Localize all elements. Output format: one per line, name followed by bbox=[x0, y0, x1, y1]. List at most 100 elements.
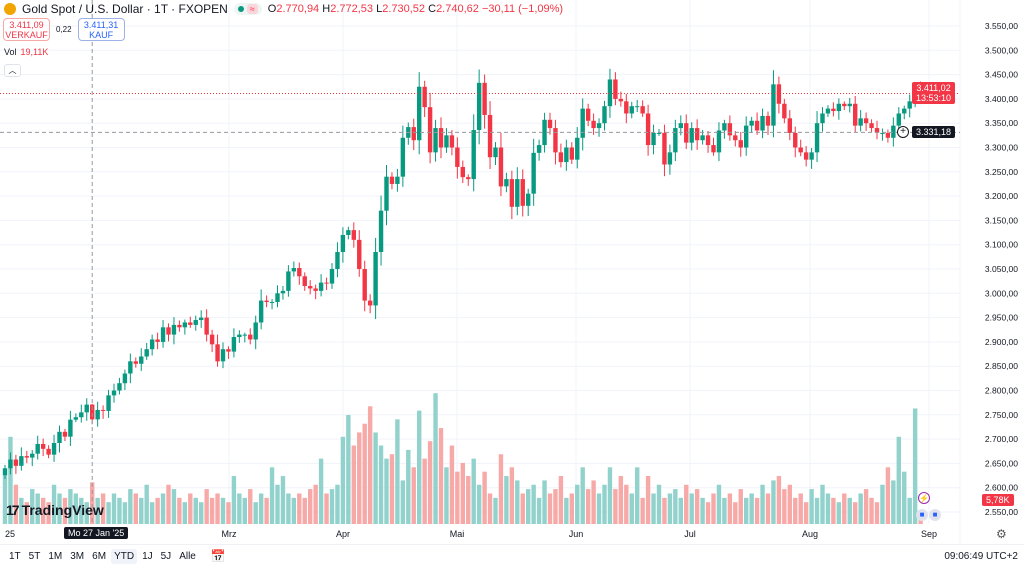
candle-body bbox=[433, 128, 438, 153]
volume-bar bbox=[542, 480, 547, 524]
plus-icon[interactable]: + bbox=[897, 126, 909, 138]
volume-bar bbox=[694, 489, 700, 524]
volume-bar bbox=[346, 415, 351, 524]
time-tick-label: Jul bbox=[684, 529, 696, 539]
us-flag-event-icon[interactable]: ■ bbox=[916, 509, 928, 521]
candle-body bbox=[111, 390, 117, 396]
candle bbox=[493, 142, 498, 165]
candle-body bbox=[357, 239, 362, 269]
candle-body bbox=[367, 300, 373, 306]
symbol-title[interactable]: Gold Spot / U.S. Dollar · 1T · FXOPEN bbox=[22, 2, 228, 16]
candle-body bbox=[536, 145, 542, 153]
candle bbox=[613, 72, 618, 106]
candle bbox=[313, 284, 318, 300]
volume-bar bbox=[760, 484, 765, 524]
lightning-event-icon[interactable]: ⚡ bbox=[918, 492, 930, 504]
range-Alle[interactable]: Alle bbox=[179, 550, 196, 562]
candle bbox=[547, 112, 553, 135]
range-YTD[interactable]: YTD bbox=[111, 548, 138, 564]
candle bbox=[433, 119, 438, 162]
candle-body bbox=[308, 286, 313, 289]
range-1M[interactable]: 1M bbox=[48, 550, 63, 562]
volume-bar bbox=[318, 458, 324, 524]
candle-body bbox=[624, 101, 629, 114]
volume-bar bbox=[433, 393, 438, 524]
us-flag-event-icon[interactable]: ■ bbox=[929, 509, 941, 521]
candle bbox=[340, 227, 346, 263]
candle bbox=[858, 110, 863, 132]
range-5T[interactable]: 5T bbox=[28, 550, 41, 562]
price-tick-label: 3.400,00 bbox=[985, 94, 1018, 104]
price-tick-label: 3.100,00 bbox=[985, 240, 1018, 250]
candle-body bbox=[526, 193, 531, 206]
candle bbox=[476, 69, 482, 145]
range-3M[interactable]: 3M bbox=[70, 550, 85, 562]
volume-bar bbox=[885, 467, 891, 524]
volume-bar bbox=[733, 502, 738, 524]
candle-body bbox=[144, 349, 149, 357]
volume-bar bbox=[40, 497, 46, 524]
volume-bar bbox=[291, 497, 297, 524]
ohlc-values: O2.770,94 H2.772,53 L2.730,52 C2.740,62 … bbox=[267, 3, 564, 15]
candle-body bbox=[885, 132, 891, 138]
volume-bar bbox=[111, 493, 117, 524]
candle bbox=[842, 101, 847, 111]
calendar-goto-icon[interactable]: 📅 bbox=[210, 549, 226, 563]
candle bbox=[602, 100, 607, 131]
price-tick-label: 2.900,00 bbox=[985, 337, 1018, 347]
candle-body bbox=[79, 412, 84, 418]
volume-bar bbox=[722, 497, 727, 524]
range-6M[interactable]: 6M bbox=[92, 550, 107, 562]
chevron-up-icon[interactable]: ︿ bbox=[4, 64, 21, 77]
candle-body bbox=[667, 152, 673, 165]
candle bbox=[809, 147, 814, 169]
candle bbox=[149, 334, 155, 356]
volume-bar bbox=[705, 502, 711, 524]
candle bbox=[226, 346, 231, 359]
range-1T[interactable]: 1T bbox=[9, 550, 21, 562]
volume-bar bbox=[853, 502, 858, 524]
volume-bar bbox=[160, 493, 166, 524]
volume-bar bbox=[673, 489, 678, 524]
buy-button[interactable]: 3.411,31 KAUF bbox=[77, 18, 125, 41]
time-tick-label: Jun bbox=[569, 529, 584, 539]
candle-body bbox=[253, 322, 258, 340]
volume-bar bbox=[498, 454, 504, 524]
volume-bar bbox=[51, 484, 57, 524]
candle-body bbox=[155, 339, 160, 342]
volume-bar bbox=[891, 480, 896, 524]
candle bbox=[8, 452, 13, 475]
volume-bar bbox=[357, 432, 362, 524]
volume-bar bbox=[515, 480, 520, 524]
candle-body bbox=[880, 132, 885, 134]
volume-bar bbox=[471, 458, 476, 524]
volume-bar bbox=[444, 467, 449, 524]
candle bbox=[242, 332, 247, 343]
range-5J[interactable]: 5J bbox=[160, 550, 172, 562]
candle-body bbox=[853, 103, 858, 126]
clock[interactable]: 09:06:49 UTC+2 bbox=[944, 551, 1018, 562]
range-1J[interactable]: 1J bbox=[142, 550, 153, 562]
market-status[interactable]: ≈ bbox=[233, 3, 262, 15]
candle bbox=[716, 122, 722, 162]
price-chart[interactable]: 3.550,00 3.500,00 3.450,00 3.400,00 3.350,00… bbox=[0, 0, 1024, 545]
volume-bar bbox=[406, 449, 411, 524]
sell-button[interactable]: 3.411,09 VERKAUF bbox=[3, 18, 50, 41]
settings-gear-icon[interactable]: ⚙ bbox=[996, 527, 1007, 541]
candle bbox=[231, 328, 237, 358]
candle bbox=[248, 328, 253, 345]
candle-body bbox=[30, 453, 35, 458]
volume-bar bbox=[836, 502, 842, 524]
candle-body bbox=[209, 334, 215, 345]
candle bbox=[389, 172, 395, 190]
candle-body bbox=[814, 123, 820, 153]
candle bbox=[880, 128, 885, 141]
candle-body bbox=[351, 230, 356, 240]
volume-bar bbox=[596, 493, 602, 524]
candle-body bbox=[705, 135, 711, 146]
volume-bar bbox=[618, 476, 624, 524]
candle bbox=[79, 404, 84, 423]
candle bbox=[711, 137, 716, 156]
candle bbox=[705, 130, 711, 153]
candle-body bbox=[128, 361, 133, 374]
